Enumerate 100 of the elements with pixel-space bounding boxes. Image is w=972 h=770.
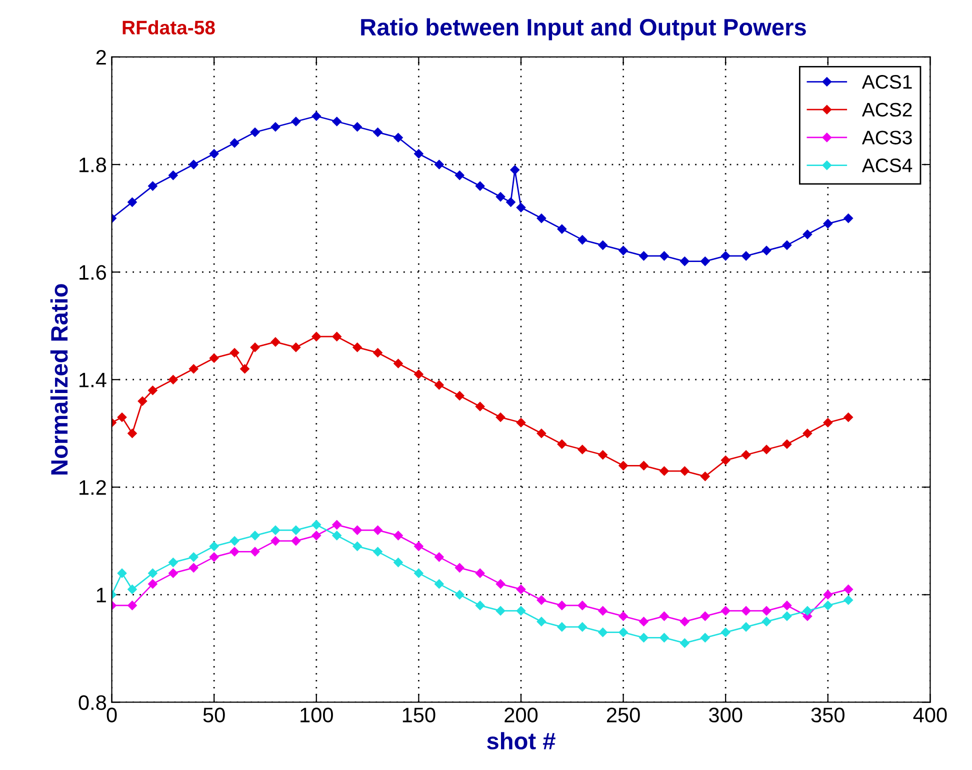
- point: [230, 138, 240, 148]
- point: [454, 590, 464, 600]
- point: [128, 198, 137, 207]
- point: [209, 552, 219, 562]
- point: [782, 612, 792, 621]
- point: [117, 412, 127, 422]
- point: [332, 116, 342, 126]
- point: [496, 192, 506, 202]
- point: [844, 214, 853, 223]
- point: [291, 526, 301, 535]
- point: [578, 444, 587, 454]
- point: [639, 616, 648, 626]
- y-tick-label: 2: [96, 50, 106, 65]
- point: [312, 530, 322, 540]
- legend-label: ACS2: [862, 102, 912, 117]
- point: [516, 606, 526, 616]
- point: [414, 370, 424, 379]
- point: [250, 530, 260, 540]
- point: [762, 246, 772, 256]
- point: [510, 165, 520, 175]
- point: [475, 181, 485, 191]
- point: [189, 552, 198, 562]
- point: [557, 622, 567, 632]
- point: [148, 386, 158, 395]
- point: [802, 428, 812, 438]
- point: [270, 536, 280, 546]
- y-tick-label: 0.8: [78, 695, 106, 710]
- point: [128, 600, 137, 610]
- point: [270, 337, 280, 347]
- point: [680, 616, 690, 626]
- point: [352, 342, 362, 352]
- point: [270, 122, 280, 132]
- point: [496, 606, 506, 616]
- point: [128, 584, 137, 594]
- point: [618, 461, 628, 470]
- point: [189, 160, 198, 170]
- point: [660, 612, 669, 621]
- point: [475, 568, 485, 578]
- point: [352, 526, 362, 535]
- legend-label: ACS3: [862, 130, 912, 144]
- point: [823, 219, 833, 228]
- point: [454, 563, 464, 572]
- point: [394, 558, 403, 568]
- point: [148, 568, 158, 578]
- point: [516, 418, 526, 428]
- point: [209, 353, 219, 363]
- point: [270, 526, 280, 535]
- point: [700, 472, 710, 482]
- point: [823, 600, 833, 610]
- point: [578, 235, 587, 244]
- point: [782, 240, 792, 250]
- point: [394, 358, 403, 368]
- point: [168, 568, 178, 578]
- point: [189, 563, 198, 572]
- point: [332, 520, 342, 530]
- point: [312, 112, 322, 121]
- legend-label: ACS1: [862, 74, 912, 89]
- text: RFdata-58: [122, 20, 215, 34]
- point: [660, 466, 669, 476]
- y-axis-title: Normalized Ratio: [50, 284, 68, 474]
- point: [802, 230, 812, 240]
- point: [557, 440, 567, 449]
- point: [312, 332, 322, 342]
- point: [475, 600, 485, 610]
- point: [373, 547, 382, 556]
- point: [536, 595, 546, 605]
- point: [598, 240, 608, 250]
- point: [496, 579, 506, 589]
- point: [741, 606, 751, 616]
- x-axis-title: shot #: [487, 732, 556, 750]
- point: [117, 568, 127, 578]
- point: [434, 380, 444, 390]
- point: [720, 606, 730, 616]
- point: [394, 530, 403, 540]
- y-tick-label: 1.4: [80, 372, 106, 388]
- point: [332, 332, 342, 342]
- chart-title: Ratio between Input and Output Powers: [361, 18, 806, 40]
- point: [639, 251, 648, 261]
- point: [516, 202, 526, 212]
- x-tick-label: 100: [300, 708, 333, 722]
- point: [680, 466, 690, 476]
- legend-label: ACS4: [862, 158, 912, 172]
- point: [598, 606, 608, 616]
- point: [639, 633, 648, 642]
- point: [741, 251, 751, 261]
- point: [168, 170, 178, 180]
- y-tick-label: 1.8: [80, 158, 106, 172]
- point: [823, 418, 833, 428]
- point: [618, 246, 628, 256]
- point: [844, 412, 853, 422]
- point: [536, 616, 546, 626]
- point: [373, 526, 382, 535]
- point: [332, 530, 342, 540]
- point: [148, 181, 158, 191]
- point: [720, 251, 730, 261]
- x-tick-label: 350: [811, 708, 844, 722]
- x-tick-label: 400: [913, 708, 947, 722]
- point: [475, 402, 485, 412]
- point: [700, 612, 710, 621]
- point: [639, 461, 648, 470]
